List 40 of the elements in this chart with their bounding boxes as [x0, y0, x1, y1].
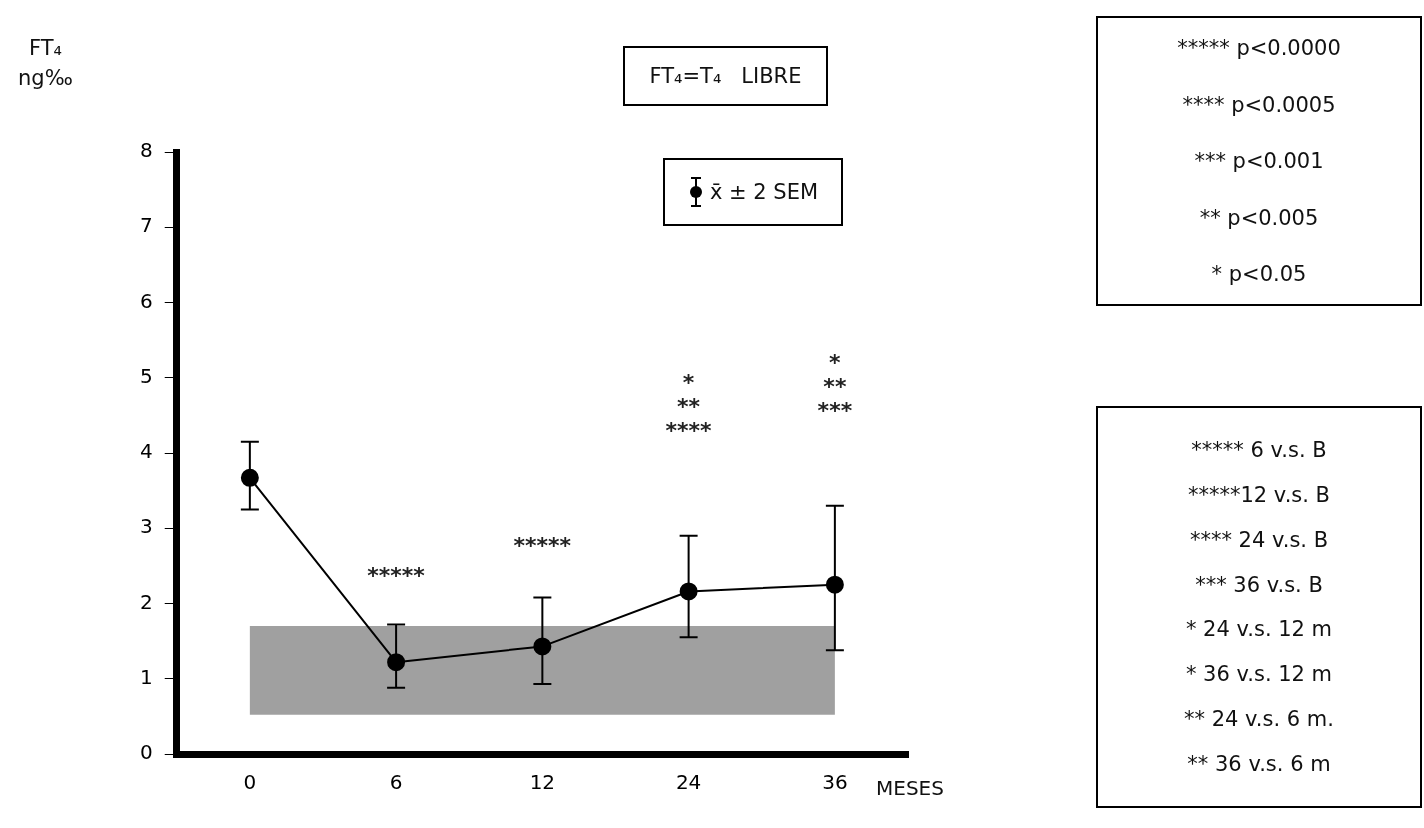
legend-label: x̄ ± 2 SEM — [709, 180, 819, 204]
y-tick-label: 7 — [139, 213, 153, 238]
text: *****12 v.s. B — [1186, 482, 1332, 507]
text: * p<0.05 — [1210, 262, 1308, 286]
annotation: ***** — [367, 563, 426, 588]
y-axis-title: FT₄ ng‰ — [18, 35, 73, 92]
y-tick-label: 4 — [139, 439, 153, 464]
y-tick-label: 6 — [139, 288, 153, 313]
annotation: ***** — [513, 533, 572, 558]
point — [679, 582, 698, 601]
x-axis-title: MESES — [876, 776, 944, 800]
x-tick-label: 0 — [243, 770, 257, 795]
text: *** 36 v.s. B — [1194, 572, 1324, 597]
text: *** p<0.001 — [1193, 149, 1325, 173]
text: * 24 v.s. 12 m — [1184, 617, 1334, 642]
text: **** 24 v.s. B — [1188, 527, 1330, 552]
x-tick-label: 6 — [389, 770, 403, 795]
text: FT₄=T₄ LIBRE — [623, 46, 828, 106]
y-tick-label: 2 — [139, 589, 153, 614]
annotation: * ** **** — [665, 370, 713, 443]
x-tick-label: 12 — [529, 770, 556, 795]
y-tick-label: 0 — [139, 740, 153, 765]
text: ***** 6 v.s. B — [1190, 438, 1328, 462]
y-tick-label: 3 — [139, 514, 153, 539]
annotation: * ** *** — [817, 350, 853, 423]
text: ** 36 v.s. 6 m — [1186, 751, 1332, 776]
x-tick-label: 36 — [822, 770, 848, 795]
y-tick-label: 5 — [139, 363, 153, 388]
text: ** p<0.005 — [1198, 205, 1320, 230]
point — [387, 653, 406, 672]
x-tick-label: 24 — [675, 770, 702, 795]
text: ***** p<0.0000 — [1176, 36, 1342, 60]
point — [825, 575, 844, 594]
text: ** 24 v.s. 6 m. — [1183, 707, 1335, 732]
y-tick-label: 8 — [139, 138, 153, 163]
y-tick-label: 1 — [139, 664, 153, 689]
text: **** p<0.0005 — [1181, 92, 1337, 117]
point — [240, 468, 259, 487]
text: * 36 v.s. 12 m — [1184, 662, 1334, 687]
point — [533, 637, 552, 656]
